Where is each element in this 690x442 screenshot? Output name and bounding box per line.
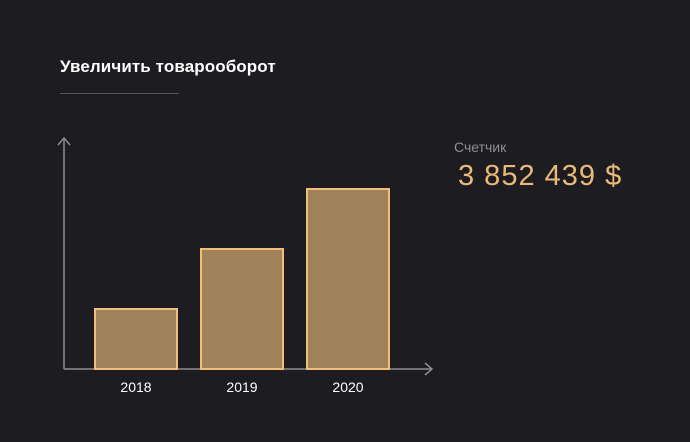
counter-label: Счетчик: [454, 139, 507, 155]
x-tick-labels: 2018 2019 2020: [120, 379, 363, 395]
bar-2020: [306, 188, 390, 370]
x-tick-label: 2020: [332, 379, 363, 395]
title-underline: [60, 93, 179, 94]
counter-value: 3 852 439 $: [458, 160, 623, 192]
x-tick-label: 2018: [120, 379, 151, 395]
bar-2019: [200, 248, 284, 370]
chart-title: Увеличить товарооборот: [60, 57, 276, 76]
x-tick-label: 2019: [226, 379, 257, 395]
bar-2018: [94, 308, 178, 370]
x-axis-arrow-icon: [424, 362, 434, 376]
y-axis-arrow-icon: [57, 136, 71, 146]
bars-group: [94, 188, 390, 370]
